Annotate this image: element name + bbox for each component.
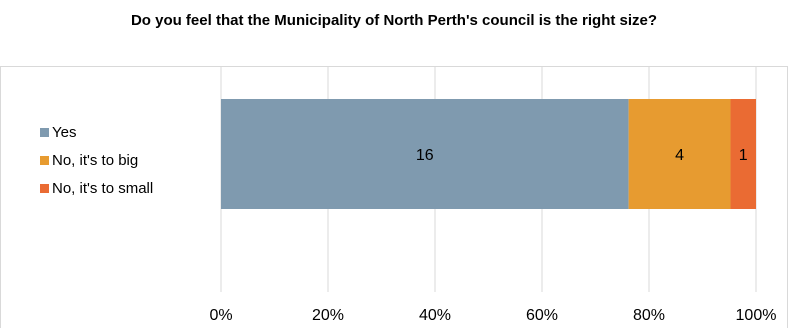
legend-item-too-small: No, it's to small xyxy=(40,174,153,202)
legend: Yes No, it's to big No, it's to small xyxy=(40,118,153,202)
bar-segment-1 xyxy=(628,99,731,209)
legend-label-yes: Yes xyxy=(52,123,77,141)
chart-title: Do you feel that the Municipality of Nor… xyxy=(130,12,658,29)
legend-swatch-too-big xyxy=(40,155,49,165)
data-label-0: 16 xyxy=(416,147,434,164)
x-tick-label-3: 60% xyxy=(526,307,558,324)
x-tick-label-2: 40% xyxy=(419,307,451,324)
legend-label-too-big: No, it's to big xyxy=(52,151,139,169)
legend-item-yes: Yes xyxy=(40,118,153,146)
legend-item-too-big: No, it's to big xyxy=(40,146,153,174)
bar-segment-0 xyxy=(221,99,629,209)
bar-segment-2 xyxy=(730,99,756,209)
legend-swatch-too-small xyxy=(40,183,49,193)
chart-border-left xyxy=(0,66,1,328)
legend-swatch-yes xyxy=(40,127,49,137)
x-tick-label-0: 0% xyxy=(209,307,232,324)
x-tick-label-1: 20% xyxy=(312,307,344,324)
data-label-2: 1 xyxy=(739,147,748,164)
x-tick-label-5: 100% xyxy=(736,307,777,324)
legend-label-too-small: No, it's to small xyxy=(52,179,154,197)
chart-border-top xyxy=(0,66,788,67)
data-label-1: 4 xyxy=(675,147,684,164)
x-tick-label-4: 80% xyxy=(633,307,665,324)
